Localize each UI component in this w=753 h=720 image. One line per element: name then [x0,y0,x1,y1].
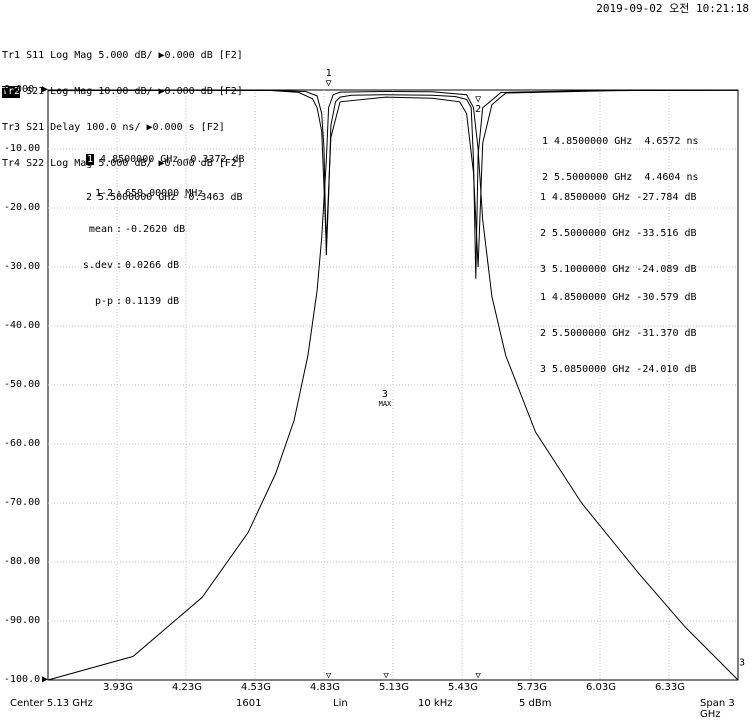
y-tick-label: -50.00 [4,379,41,390]
stat-key-span: 1-2 [94,188,113,199]
x-tick-label: 5.13G [379,682,410,693]
delay-marker-row-1: 1 4.8500000 GHz 4.6572 ns [542,136,699,147]
stat-sep: : [115,260,123,271]
trace-4-line[interactable]: Tr4 S22 Log Mag 5.000 dB/ ▶0.000 dB [F2] [2,158,243,170]
s11-marker-table: 1 4.8500000 GHz -27.784 dB 2 5.5000000 G… [540,168,697,288]
marker-bottom-3-triangle: ▽ [383,671,389,681]
stat-row-span: 1-2:650.00000 MHz [65,188,203,200]
stat-value-sdev: 0.0266 dB [125,260,180,271]
footer-if-bandwidth[interactable]: 10 kHz [418,698,453,709]
x-tick-label: 6.33G [655,682,686,693]
trace-1-id[interactable]: Tr1 [2,50,21,61]
y-tick-label: -60.00 [4,438,41,449]
footer-sweep-type[interactable]: Lin [333,698,348,709]
marker-2-label: 2 [475,104,481,115]
stat-row-mean: mean: -0.2620 dB [65,224,203,236]
right-edge-marker-label: 3 [739,657,745,668]
marker-bottom-1-triangle: ▽ [326,671,332,681]
stat-sep: : [115,188,123,199]
s21-statistics: 1-2:650.00000 MHz mean: -0.2620 dB s.dev:… [65,164,203,320]
trace-3-settings: S21 Delay 100.0 ns/ ▶0.000 s [F2] [20,122,225,133]
s21-marker-2-value: 5.5000000 GHz -0.3463 dB [92,192,243,203]
delay-marker-row-2: 2 5.5000000 GHz 4.4604 ns [542,172,699,183]
stat-row-pp: p-p:0.1139 dB [65,296,203,308]
x-tick-label: 6.03G [586,682,617,693]
reference-level-marker: ▶ [42,84,49,95]
y-tick-label: -100.0 [4,674,41,685]
y-tick-label: 0.000 [4,84,35,95]
s21-marker-row-1: 1 4.8500000 GHz -0.3372 dB [86,154,245,168]
delay-marker-table: 1 4.8500000 GHz 4.6572 ns 2 5.5000000 GH… [542,112,699,196]
s22-marker-row-2: 2 5.5000000 GHz -31.370 dB [540,328,697,339]
x-tick-label: 4.83G [310,682,341,693]
timestamp: 2019-09-02 오전 10:21:18 [596,2,749,15]
x-tick-label: 4.23G [172,682,203,693]
trace-curves [47,89,739,681]
stat-value-pp: 0.1139 dB [125,296,180,307]
y-tick-label: -40.00 [4,320,41,331]
marker-1-triangle: ▽ [326,78,332,89]
y-tick-label: -80.00 [4,556,41,567]
s21-marker-1-num[interactable]: 1 [86,154,95,165]
trace-3-id[interactable]: Tr3 [2,122,21,133]
y-tick-label: -10.00 [4,143,41,154]
footer-power[interactable]: 5 dBm [519,698,552,709]
y-tick-label: -20.00 [4,202,41,213]
marker-3-label: 3 [382,389,388,400]
marker-2-triangle: ▽ [475,94,481,105]
s21-marker-row-2: 2 5.5000000 GHz -0.3463 dB [86,192,245,206]
trace-curve-2 [47,89,739,279]
stat-value-mean: -0.2620 dB [125,224,186,235]
stat-row-sdev: s.dev:0.0266 dB [65,260,203,272]
trace-list: Tr1 S11 Log Mag 5.000 dB/ ▶0.000 dB [F2]… [2,26,243,182]
stat-key-pp: p-p [94,296,113,307]
x-tick-label: 5.73G [517,682,548,693]
reference-level-marker: ▶ [42,674,49,685]
plot-grid [48,90,738,680]
y-tick-label: -70.00 [4,497,41,508]
s21-marker-1-value: 4.8500000 GHz -0.3372 dB [94,154,245,165]
trace-2-settings: S21 Log Mag 10.00 dB/ ▶0.000 dB [F2] [20,86,243,97]
s22-marker-row-1: 1 4.8500000 GHz -30.579 dB [540,292,697,303]
trace-1-line[interactable]: Tr1 S11 Log Mag 5.000 dB/ ▶0.000 dB [F2] [2,50,243,62]
marker-bottom-2-triangle: ▽ [475,671,481,681]
s21-marker-2-num[interactable]: 2 [86,192,93,203]
s11-marker-row-3: 3 5.1000000 GHz -24.089 dB [540,264,697,275]
trace-2-id[interactable]: Tr2 [2,86,21,98]
trace-4-settings: S22 Log Mag 5.000 dB/ ▶0.000 dB [F2] [20,158,243,169]
stat-value-span: 650.00000 MHz [125,188,204,199]
s11-marker-row-2: 2 5.5000000 GHz -33.516 dB [540,228,697,239]
trace-4-id[interactable]: Tr4 [2,158,21,169]
footer-span[interactable]: Span 3 GHz [700,698,735,720]
stat-sep: : [115,224,123,235]
trace-curve-1 [47,90,739,681]
x-tick-label: 4.53G [241,682,272,693]
y-tick-label: -30.00 [4,261,41,272]
s22-marker-row-3: 3 5.0850000 GHz -24.010 dB [540,364,697,375]
x-tick-label: 3.93G [103,682,134,693]
footer-center-frequency[interactable]: Center 5.13 GHz [10,698,93,709]
stat-sep: : [115,296,123,307]
x-tick-label: 5.43G [448,682,479,693]
y-tick-label: -90.00 [4,615,41,626]
trace-curve-3 [47,89,739,268]
s11-marker-row-1: 1 4.8500000 GHz -27.784 dB [540,192,697,203]
s22-marker-table: 1 4.8500000 GHz -30.579 dB 2 5.5000000 G… [540,268,697,388]
trace-2-line[interactable]: Tr2 S21 Log Mag 10.00 dB/ ▶0.000 dB [F2] [2,86,243,98]
stat-key-sdev: s.dev [82,260,113,271]
trace-3-line[interactable]: Tr3 S21 Delay 100.0 ns/ ▶0.000 s [F2] [2,122,243,134]
stat-key-mean: mean [88,224,113,235]
s21-marker-table: 1 4.8500000 GHz -0.3372 dB 2 5.5000000 G… [86,130,245,218]
trace-1-settings: S11 Log Mag 5.000 dB/ ▶0.000 dB [F2] [20,50,243,61]
marker-1-label: 1 [326,68,332,79]
marker-max-label: MAX [379,400,392,408]
footer-points[interactable]: 1601 [236,698,262,709]
